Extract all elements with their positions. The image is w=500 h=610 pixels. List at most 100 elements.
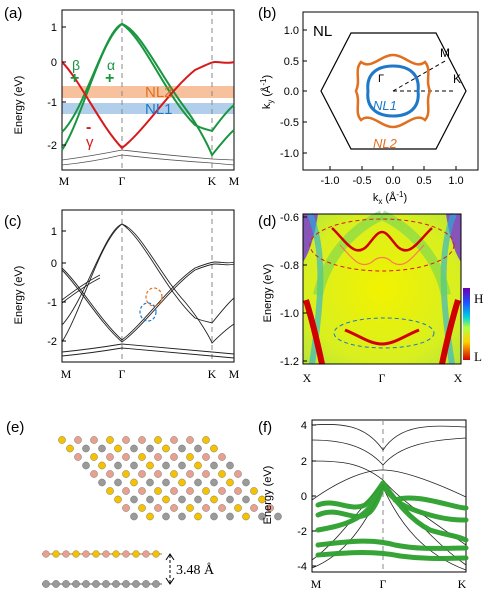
panel-c-label: (c) [4, 213, 22, 230]
lattice-atom [210, 478, 218, 487]
lattice-atom [106, 453, 114, 461]
alpha-label: α [107, 57, 115, 73]
lattice-atom [250, 487, 258, 495]
lattice-atom [234, 470, 242, 478]
lattice-atom [58, 436, 66, 444]
lattice-atom [242, 478, 250, 487]
panel-f: (f) Energy (eV) 4 2 0 [258, 419, 469, 591]
lattice-atom [226, 512, 234, 521]
c-xtick-m1: M [61, 367, 72, 381]
lattice-atom [146, 512, 154, 521]
lattice-atom [98, 444, 106, 453]
lattice-atom [162, 444, 170, 453]
side-atom-top [92, 550, 100, 558]
lattice-atom [154, 487, 162, 495]
nl2-label-a: NL2 [145, 84, 173, 101]
colorbar-low: L [474, 349, 482, 364]
lattice-atom [186, 453, 194, 461]
c-xtick-m2: M [229, 367, 240, 381]
lattice-atom [226, 478, 234, 487]
d-ytick-m12: -1.2 [280, 356, 299, 368]
lattice-atom [130, 478, 138, 487]
panel-f-label: (f) [258, 419, 272, 436]
lattice-atom [154, 504, 162, 512]
lattice-atom [234, 487, 242, 495]
lattice-atom [258, 512, 266, 521]
side-atom-bottom [142, 580, 150, 588]
band-a-gray-2 [61, 154, 235, 166]
lattice-atom [138, 470, 146, 478]
lattice-atom [250, 504, 258, 512]
d-ytick-m10: -1.0 [280, 308, 299, 320]
a-xtick-m1: M [59, 174, 70, 188]
lattice-atom [186, 436, 194, 444]
bands-f-fat [315, 480, 469, 561]
side-atom-top [132, 550, 140, 558]
side-atom-bottom [92, 580, 100, 588]
gamma-band-label: γ [86, 134, 94, 151]
nl2-loop [354, 53, 432, 129]
a-ytick-m2: -2 [47, 140, 57, 152]
lattice-atom [146, 495, 154, 504]
f-ytick-m2: -2 [297, 526, 307, 538]
side-atom-bottom [62, 580, 70, 588]
lattice-atom [218, 470, 226, 478]
b-ytick-0: 0.0 [284, 86, 299, 98]
panel-c-frame [61, 209, 235, 363]
lattice-atom [138, 453, 146, 461]
lattice-atom [154, 436, 162, 444]
panel-e-label: (e) [6, 419, 24, 436]
side-atom-top [52, 550, 60, 558]
upper-region-marker [309, 218, 455, 272]
panel-b-xlabel: kx (Å-1) [373, 190, 407, 206]
f-ytick-2: 2 [301, 456, 307, 468]
surface-state-upper-shadow [339, 244, 425, 266]
surface-spectrum [303, 214, 461, 364]
b-xtick-m05: -0.5 [353, 175, 372, 187]
lattice-atom [154, 470, 162, 478]
nl1-label-a: NL1 [145, 101, 173, 118]
lattice-atom [90, 436, 98, 444]
lattice-atom [146, 478, 154, 487]
lattice-atom [202, 504, 210, 512]
a-ytick-0: 0 [51, 57, 57, 69]
lattice-atom [186, 470, 194, 478]
a-ytick-m1: -1 [47, 97, 57, 109]
b-ytick-05: 0.5 [284, 56, 299, 68]
panel-f-ylabel: Energy (eV) [262, 466, 274, 525]
lattice-atom [122, 487, 130, 495]
panel-d: (d) Energy (eV) H L -0.6 -0.8 -1.0 - [258, 210, 483, 385]
lattice-atom [210, 461, 218, 470]
lattice-atom [98, 478, 106, 487]
lattice-atom [122, 504, 130, 512]
panel-a-label: (a) [4, 5, 22, 22]
lattice-atom [106, 436, 114, 444]
bulk-edge-left-red [303, 299, 325, 365]
lattice-atom [90, 453, 98, 461]
lattice-atom [170, 470, 178, 478]
crossing-marker-orange [145, 287, 163, 307]
lattice-atom [194, 444, 202, 453]
lattice-atom [178, 495, 186, 504]
alpha-parity: + [105, 70, 114, 87]
f-ytick-4: 4 [301, 420, 307, 432]
f-ytick-0: 0 [301, 491, 307, 503]
brillouin-zone [320, 32, 467, 150]
b-xtick-1: 1.0 [448, 175, 463, 187]
b-ytick-m1: -1.0 [280, 148, 299, 160]
band-a-gray-1 [61, 149, 235, 161]
colorbar-high: H [474, 291, 483, 306]
panel-a-ylabel: Energy (eV) [13, 76, 25, 135]
lattice-atom [178, 444, 186, 453]
side-atom-top [142, 550, 150, 558]
lower-region-marker [333, 317, 435, 349]
lattice-atom [218, 504, 226, 512]
lattice-atom [178, 478, 186, 487]
lattice-atom [170, 487, 178, 495]
panel-c-ylabel: Energy (eV) [13, 266, 25, 325]
lattice-atom [122, 470, 130, 478]
lattice-atom [194, 512, 202, 521]
lattice-atom [242, 512, 250, 521]
lattice-atom [210, 512, 218, 521]
lattice-atom [82, 461, 90, 470]
